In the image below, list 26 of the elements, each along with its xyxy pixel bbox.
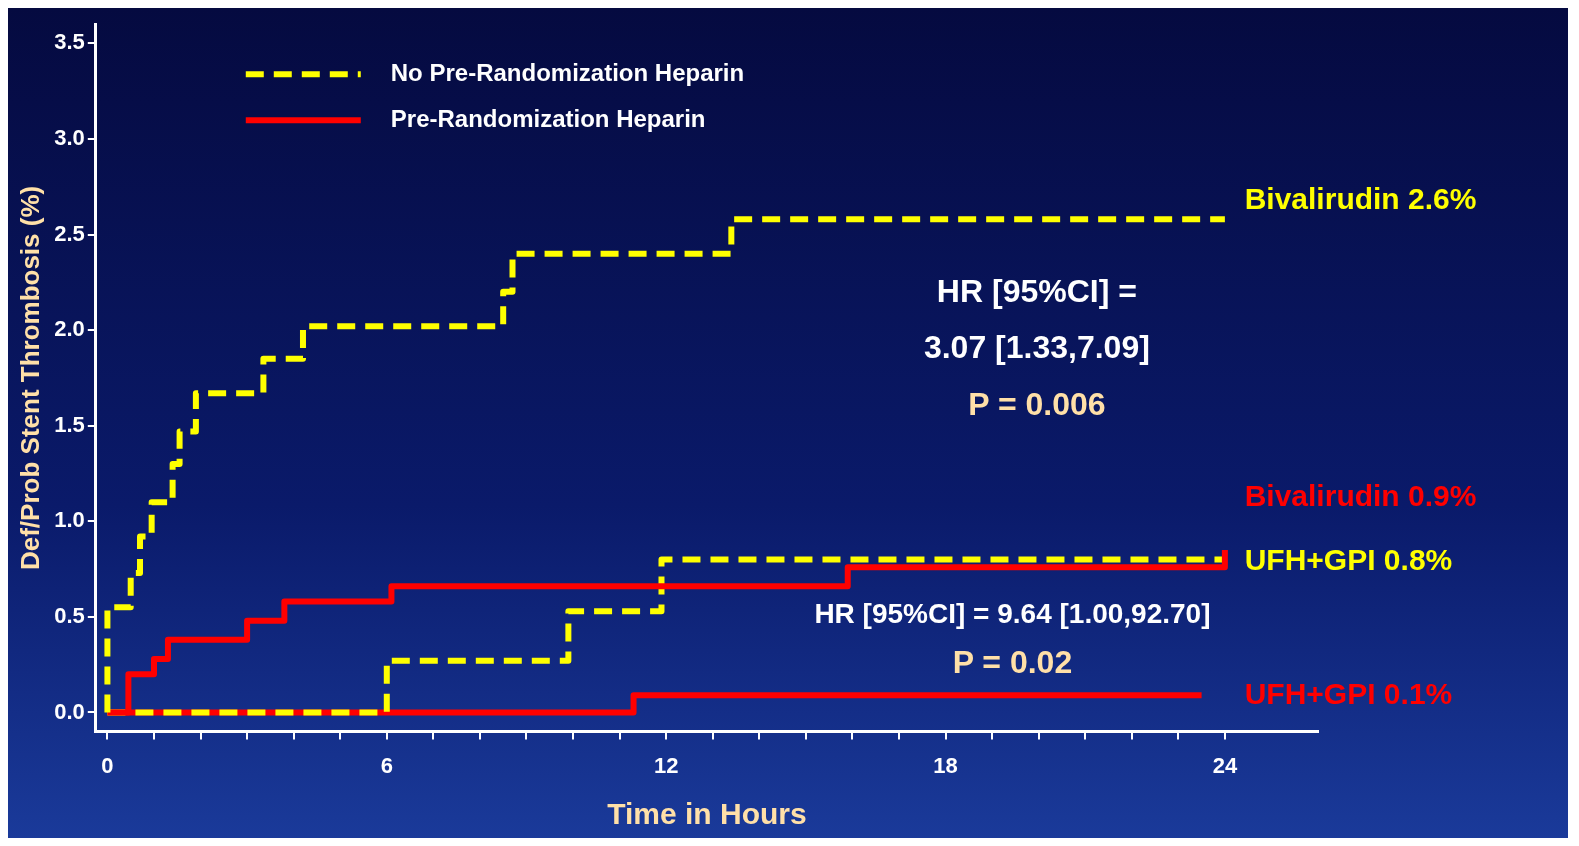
x-tick-label: 6 [380,752,393,778]
annotation: Bivalirudin 2.6% [1244,182,1477,216]
annotation: HR [95%CI] = 9.64 [1.00,92.70] [814,597,1211,629]
annotation: P = 0.006 [968,386,1106,423]
y-tick-label: 3.5 [54,29,85,55]
legend-label: Pre-Randomization Heparin [390,104,706,132]
x-tick-label: 24 [1212,752,1238,778]
x-axis-title: Time in Hours [607,797,807,831]
x-tick-label: 0 [101,752,114,778]
annotation: HR [95%CI] = [936,272,1137,309]
y-tick-label: 0.0 [54,698,85,724]
y-tick-label: 3.0 [54,124,85,150]
x-tick-label: 18 [933,752,958,778]
annotation: UFH+GPI 0.8% [1244,543,1453,577]
annotation: UFH+GPI 0.1% [1244,677,1453,711]
y-tick-label: 1.0 [54,507,85,533]
legend-label: No Pre-Randomization Heparin [390,58,745,86]
y-tick-label: 2.0 [54,316,85,342]
x-tick-label: 12 [653,752,679,778]
annotation: 3.07 [1.33,7.09] [923,329,1150,366]
annotation: Bivalirudin 0.9% [1244,479,1477,513]
y-tick-label: 1.5 [54,411,85,437]
y-axis-title: Def/Prob Stent Thrombosis (%) [14,185,45,571]
y-tick-label: 2.5 [54,220,85,246]
y-tick-label: 0.5 [54,602,85,628]
annotation: P = 0.02 [952,644,1073,681]
